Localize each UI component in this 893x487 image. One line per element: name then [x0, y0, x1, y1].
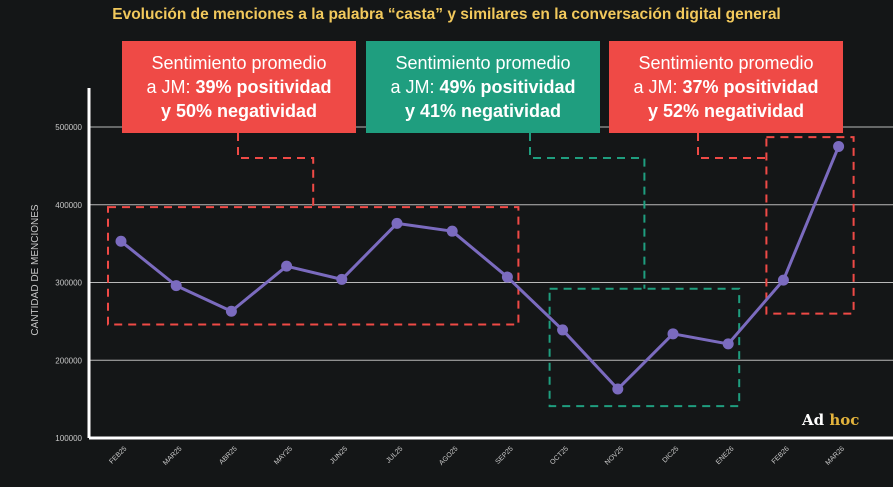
- sentiment-callout-2: Sentimiento promedio a JM: 49% positivid…: [366, 41, 600, 133]
- data-point: [391, 217, 403, 229]
- callout-positivity: 49% positividad: [439, 77, 576, 97]
- callout-line1: Sentimiento promedio: [638, 53, 814, 73]
- chart-title: Evolución de menciones a la palabra “cas…: [112, 6, 781, 23]
- period-boxes: [107, 133, 855, 408]
- x-tick-label: SEP25: [494, 445, 514, 465]
- data-point: [722, 338, 734, 350]
- data-point: [612, 383, 624, 395]
- callout-line1: Sentimiento promedio: [151, 53, 327, 73]
- data-point: [281, 260, 293, 272]
- data-point: [336, 273, 348, 285]
- data-point: [225, 305, 237, 317]
- x-tick-label: JUN25: [329, 445, 349, 465]
- data-point: [446, 225, 458, 237]
- data-point: [777, 274, 789, 286]
- data-point: [501, 271, 513, 283]
- grid: [90, 126, 893, 361]
- x-tick-label: MAR25: [162, 445, 184, 467]
- x-tick-label: FEB26: [771, 445, 791, 465]
- callout-positivity: 39% positividad: [195, 77, 332, 97]
- callout-line2: a JM: 49% positividad: [390, 77, 576, 97]
- x-tick-label: ENE26: [715, 445, 736, 466]
- period-box: [107, 206, 520, 326]
- x-tick-labels: FEB25 MAR25 ABR25 MAY25 JUN25 JUL25 AGO25 SEP25…: [108, 445, 846, 467]
- x-tick-label: DIC25: [661, 445, 680, 464]
- period-box: [765, 136, 855, 315]
- callout-positivity: 37% positividad: [682, 77, 819, 97]
- x-tick-label: FEB25: [108, 445, 128, 465]
- y-tick-label: 300000: [55, 279, 82, 288]
- callout-negativity: y 41% negatividad: [404, 101, 562, 121]
- axes: [87, 88, 893, 440]
- y-axis-label: CANTIDAD DE MENCIONES: [30, 204, 41, 335]
- callout-connector: [237, 133, 315, 208]
- sentiment-callout-3: Sentimiento promedio a JM: 37% positivid…: [609, 41, 843, 133]
- y-tick-label: 200000: [55, 356, 82, 365]
- x-tick-label: MAY25: [273, 445, 294, 466]
- callout-line3: y 52% negatividad: [648, 99, 804, 123]
- data-point: [833, 140, 845, 152]
- data-point: [667, 328, 679, 340]
- callout-negativity: y 50% negatividad: [160, 101, 318, 121]
- x-tick-label: JUL25: [385, 445, 404, 464]
- adhoc-logo: Ad hoc: [802, 411, 860, 429]
- data-point: [115, 235, 127, 247]
- x-tick-label: AGO25: [438, 445, 460, 467]
- callout-connector: [697, 133, 767, 159]
- sentiment-callout-1: Sentimiento promedio a JM: 39% positivid…: [122, 41, 356, 133]
- series-line: [115, 140, 845, 395]
- x-tick-label: ABR25: [218, 445, 239, 466]
- y-tick-labels: 100000 200000 300000 400000 500000: [55, 123, 82, 443]
- x-tick-label: NOV25: [604, 445, 625, 466]
- x-tick-label: OCT25: [549, 445, 570, 466]
- y-tick-label: 500000: [55, 123, 82, 132]
- data-point: [170, 280, 182, 292]
- callout-line2: a JM: 37% positividad: [633, 77, 819, 97]
- data-point: [557, 324, 569, 336]
- x-tick-label: MAR26: [825, 445, 847, 467]
- callout-line1: Sentimiento promedio: [395, 53, 571, 73]
- callout-line3: y 50% negatividad: [161, 99, 317, 123]
- callout-line3: y 41% negatividad: [405, 99, 561, 123]
- series-polyline: [120, 145, 840, 391]
- callout-connector: [529, 133, 646, 289]
- callout-line2: a JM: 39% positividad: [146, 77, 332, 97]
- y-tick-label: 100000: [55, 434, 82, 443]
- callout-negativity: y 52% negatividad: [647, 101, 805, 121]
- y-tick-label: 400000: [55, 201, 82, 210]
